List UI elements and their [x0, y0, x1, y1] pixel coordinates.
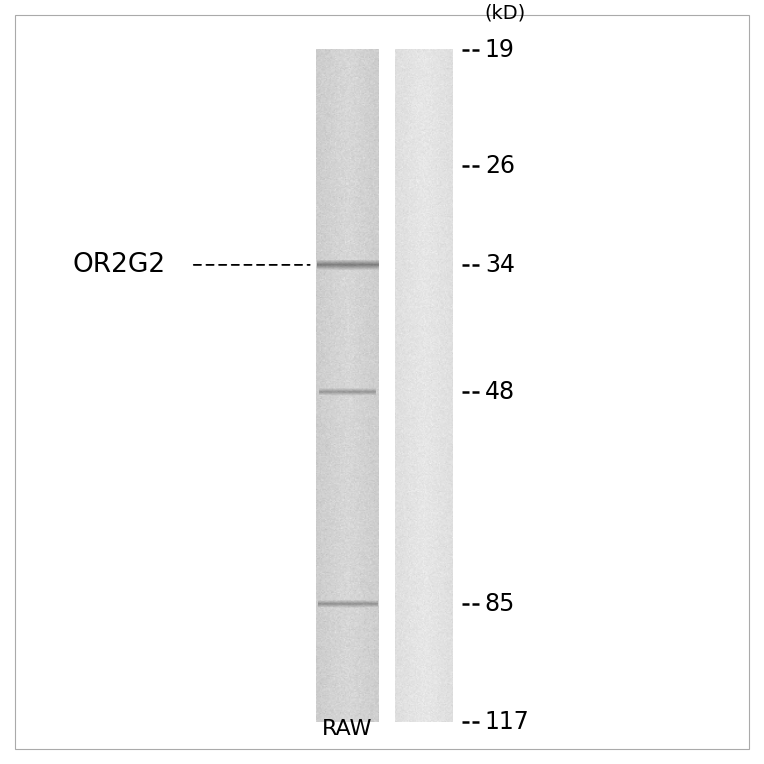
Text: OR2G2: OR2G2 [73, 252, 166, 278]
Text: (kD): (kD) [485, 4, 526, 22]
Text: 19: 19 [485, 37, 515, 62]
Text: RAW: RAW [322, 719, 373, 739]
Text: 26: 26 [485, 154, 515, 178]
Text: 48: 48 [485, 380, 515, 404]
Text: 85: 85 [485, 592, 515, 616]
Text: 34: 34 [485, 253, 515, 277]
Text: 117: 117 [485, 710, 529, 734]
